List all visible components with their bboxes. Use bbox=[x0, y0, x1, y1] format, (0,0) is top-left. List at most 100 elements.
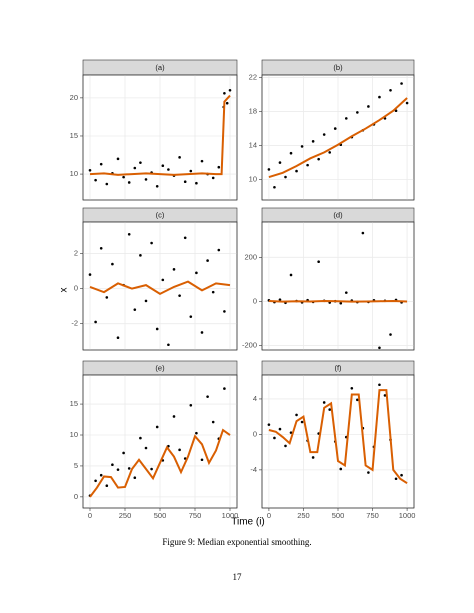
smooth-line bbox=[268, 389, 408, 485]
point bbox=[94, 320, 97, 324]
y-tick-label: 15 bbox=[70, 131, 78, 140]
point bbox=[367, 471, 370, 474]
y-tick-label: 0 bbox=[253, 429, 257, 438]
point bbox=[200, 331, 204, 334]
point bbox=[295, 169, 298, 173]
point bbox=[195, 181, 198, 185]
panel-title: (d) bbox=[333, 210, 343, 219]
x-tick-label: 500 bbox=[332, 511, 345, 520]
point bbox=[161, 278, 165, 282]
point bbox=[361, 231, 365, 235]
panel-border bbox=[82, 74, 238, 201]
point bbox=[223, 387, 226, 390]
y-tick-label: 0 bbox=[74, 492, 78, 501]
point bbox=[295, 413, 298, 417]
y-tick-label: 0 bbox=[74, 284, 78, 293]
point bbox=[317, 260, 320, 264]
point bbox=[195, 271, 198, 275]
y-axis-label: x bbox=[59, 288, 70, 293]
panel-title: (c) bbox=[156, 210, 165, 219]
point bbox=[267, 168, 271, 171]
point bbox=[211, 176, 215, 180]
point bbox=[178, 156, 181, 159]
point bbox=[278, 161, 282, 164]
point bbox=[139, 436, 142, 440]
point bbox=[217, 165, 221, 169]
point bbox=[88, 168, 92, 172]
point bbox=[178, 448, 181, 452]
y-tick-label: 15 bbox=[70, 399, 78, 408]
panel-border bbox=[261, 74, 415, 201]
point bbox=[172, 415, 176, 418]
point bbox=[223, 91, 226, 95]
point bbox=[183, 236, 187, 240]
point bbox=[278, 427, 282, 431]
point bbox=[328, 151, 332, 154]
point bbox=[122, 175, 125, 179]
x-tick-label: 500 bbox=[154, 511, 167, 520]
point bbox=[122, 451, 125, 455]
point bbox=[273, 185, 276, 189]
point bbox=[167, 168, 170, 171]
point bbox=[133, 476, 137, 479]
smooth-line bbox=[89, 280, 231, 296]
point bbox=[116, 468, 120, 471]
point bbox=[378, 346, 381, 350]
point bbox=[300, 420, 304, 424]
y-tick-label: 0 bbox=[253, 296, 257, 305]
point bbox=[217, 248, 221, 252]
panel-border bbox=[261, 374, 415, 509]
point bbox=[225, 101, 229, 105]
point bbox=[289, 431, 293, 434]
point bbox=[144, 299, 148, 303]
panel-border bbox=[82, 374, 238, 509]
panel-title: (a) bbox=[155, 63, 165, 72]
point bbox=[400, 473, 403, 477]
point bbox=[223, 310, 226, 313]
point bbox=[111, 262, 114, 266]
point bbox=[333, 127, 337, 130]
panel-title: (e) bbox=[155, 363, 165, 372]
panel-title: (f) bbox=[334, 363, 342, 372]
y-tick-label: -200 bbox=[242, 341, 257, 350]
point bbox=[195, 431, 198, 435]
y-tick-label: 10 bbox=[70, 169, 78, 178]
point bbox=[405, 101, 409, 105]
point bbox=[311, 456, 315, 459]
x-tick-label: 250 bbox=[119, 511, 132, 520]
point bbox=[161, 164, 165, 168]
point bbox=[127, 181, 131, 184]
y-tick-label: 18 bbox=[249, 107, 257, 116]
point bbox=[389, 89, 392, 92]
panel-border bbox=[261, 221, 415, 351]
smooth-line bbox=[89, 428, 231, 498]
panel-border bbox=[82, 221, 238, 351]
point bbox=[150, 241, 153, 245]
x-tick-label: 1000 bbox=[399, 511, 416, 520]
point bbox=[400, 82, 403, 85]
point bbox=[116, 336, 120, 340]
point bbox=[99, 162, 103, 166]
smooth-line bbox=[89, 94, 231, 176]
panel-title: (b) bbox=[333, 63, 343, 72]
point bbox=[394, 477, 398, 481]
point bbox=[383, 394, 387, 397]
point bbox=[300, 145, 304, 148]
point bbox=[189, 315, 193, 318]
point bbox=[105, 484, 109, 488]
point bbox=[178, 294, 181, 297]
page-number: 17 bbox=[233, 572, 243, 582]
y-tick-label: 14 bbox=[249, 141, 257, 150]
x-tick-label: 0 bbox=[88, 511, 92, 520]
point bbox=[367, 105, 370, 108]
point bbox=[144, 178, 148, 181]
point bbox=[94, 178, 97, 182]
x-tick-label: 750 bbox=[189, 511, 202, 520]
point bbox=[133, 166, 137, 170]
point bbox=[289, 273, 293, 277]
point bbox=[139, 161, 142, 164]
y-tick-label: -4 bbox=[250, 465, 257, 474]
caption: Figure 9: Median exponential smoothing. bbox=[162, 537, 311, 547]
point bbox=[356, 111, 359, 114]
point bbox=[356, 398, 359, 402]
